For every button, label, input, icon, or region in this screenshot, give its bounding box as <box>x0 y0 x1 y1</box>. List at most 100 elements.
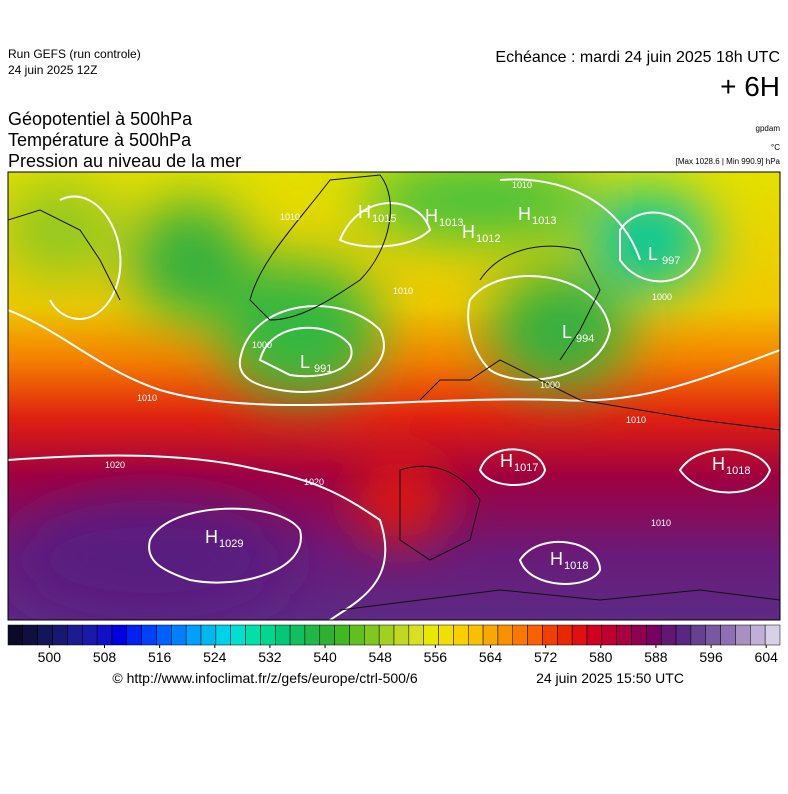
colorbar-swatch <box>111 624 128 646</box>
colorbar-swatch <box>438 624 454 646</box>
colorbar-swatch <box>289 624 306 646</box>
center-value: 1012 <box>476 233 500 245</box>
colorbar-tick-label: 556 <box>424 649 448 665</box>
colorbar-swatch <box>735 624 751 646</box>
isobar-label: 1000 <box>540 380 560 390</box>
isobars <box>8 178 780 620</box>
colorbar-swatch <box>126 624 142 646</box>
colorbar-swatch <box>453 624 469 646</box>
colorbar-swatch <box>304 624 321 646</box>
title: Température à 500hPa <box>8 130 192 150</box>
field-blobs <box>8 172 710 620</box>
center-value: 997 <box>662 255 680 267</box>
valid-time: Echéance : mardi 24 juin 2025 18h UTC <box>495 49 780 66</box>
center-value: 1018 <box>726 465 750 477</box>
center-kind: H <box>358 202 371 222</box>
unit: °C <box>771 143 780 152</box>
colorbar-swatch <box>423 624 439 646</box>
center-kind: L <box>562 322 572 342</box>
center-value: 994 <box>576 333 594 345</box>
center-kind: H <box>500 451 513 471</box>
isobar-label: 1020 <box>105 460 125 470</box>
colorbar-swatch <box>764 624 781 646</box>
colorbar-swatch <box>215 624 231 646</box>
colorbar-swatch <box>22 624 38 646</box>
center-kind: H <box>712 454 725 474</box>
run-date: 24 juin 2025 12Z <box>8 63 97 77</box>
colorbar-swatch <box>171 624 187 646</box>
colorbar-swatch <box>467 624 484 646</box>
colorbar-swatch <box>378 624 395 646</box>
colorbar-swatch <box>200 624 217 646</box>
colorbar-swatch <box>156 624 172 646</box>
isobar-label: 1000 <box>252 340 272 350</box>
isobar-label: 1010 <box>280 212 300 222</box>
lead-time: + 6H <box>720 71 780 102</box>
center-kind: H <box>550 549 563 569</box>
colorbar-swatch <box>334 624 350 646</box>
colorbar-tick-label: 604 <box>755 649 779 665</box>
colorbar-swatch <box>690 624 707 646</box>
colorbar-swatch <box>52 624 68 646</box>
colorbar-swatch <box>631 624 647 646</box>
center-value: 1015 <box>372 213 396 225</box>
colorbar-tick-label: 540 <box>313 649 337 665</box>
colorbar-swatch <box>557 624 573 646</box>
colorbar-tick-label: 508 <box>93 649 117 665</box>
center-value: 1029 <box>219 538 243 550</box>
colorbar-swatch <box>81 624 98 646</box>
colorbar-swatch <box>319 624 335 646</box>
colorbar-swatch <box>675 624 692 646</box>
colorbar-swatch <box>393 624 410 646</box>
colorbar-tick-label: 524 <box>203 649 227 665</box>
colorbar-tick-label: 588 <box>644 649 668 665</box>
colorbar-swatch <box>616 624 632 646</box>
center-value: 1013 <box>439 217 463 229</box>
colorbar-swatch <box>185 624 202 646</box>
title: Géopotentiel à 500hPa <box>8 109 193 129</box>
colorbar-tick-label: 580 <box>589 649 613 665</box>
source: © http://www.infoclimat.fr/z/gefs/europe… <box>112 670 417 686</box>
colorbar-swatch <box>408 624 424 646</box>
colorbar-tick-label: 532 <box>258 649 282 665</box>
unit: [Max 1028.6 | Min 990.9] hPa <box>676 157 781 166</box>
colorbar-swatch <box>497 624 514 646</box>
unit: gpdam <box>756 124 781 133</box>
title: Pression au niveau de la mer <box>8 151 241 171</box>
colorbar-swatch <box>260 624 276 646</box>
colorbar-swatch <box>7 624 24 646</box>
colorbar-swatch <box>601 624 617 646</box>
colorbar-swatch <box>67 624 83 646</box>
colorbar-swatch <box>141 624 157 646</box>
colorbar-swatch <box>230 624 246 646</box>
colorbar-tick-label: 500 <box>38 649 62 665</box>
colorbar-swatch <box>96 624 113 646</box>
center-kind: L <box>648 244 658 264</box>
colorbar-swatch <box>586 624 603 646</box>
colorbar-swatch <box>482 624 499 646</box>
isobar-label: 1010 <box>512 180 532 190</box>
colorbar-tick-label: 572 <box>534 649 558 665</box>
colorbar-tick-label: 516 <box>148 649 172 665</box>
isobar-label: 1020 <box>304 477 324 487</box>
center-value: 991 <box>314 363 332 375</box>
center-kind: L <box>300 352 310 372</box>
isobar-label: 1010 <box>626 415 646 425</box>
colorbar-swatch <box>349 624 365 646</box>
center-value: 1013 <box>532 215 556 227</box>
colorbar-swatch <box>542 624 558 646</box>
issued: 24 juin 2025 15:50 UTC <box>536 670 684 686</box>
center-value: 1017 <box>514 462 538 474</box>
run-name: Run GEFS (run controle) <box>8 47 141 61</box>
center-kind: H <box>425 206 438 226</box>
colorbar-swatch <box>750 624 766 646</box>
coastlines <box>8 174 780 611</box>
colorbar-swatch <box>705 624 721 646</box>
colorbar-swatch <box>527 624 543 646</box>
center-kind: H <box>462 222 475 242</box>
center-kind: H <box>205 527 218 547</box>
colorbar-tick-label: 596 <box>699 649 723 665</box>
center-value: 1018 <box>564 560 588 572</box>
